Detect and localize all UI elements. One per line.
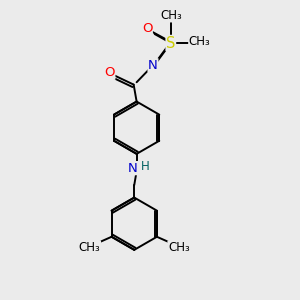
- Text: N: N: [128, 162, 138, 175]
- Text: N: N: [148, 59, 158, 72]
- Text: CH₃: CH₃: [160, 9, 182, 22]
- Text: S: S: [166, 35, 176, 50]
- Text: H: H: [141, 160, 149, 173]
- Text: O: O: [142, 22, 152, 34]
- Text: CH₃: CH₃: [79, 241, 101, 254]
- Text: CH₃: CH₃: [168, 241, 190, 254]
- Text: CH₃: CH₃: [189, 35, 211, 48]
- Text: O: O: [104, 66, 115, 79]
